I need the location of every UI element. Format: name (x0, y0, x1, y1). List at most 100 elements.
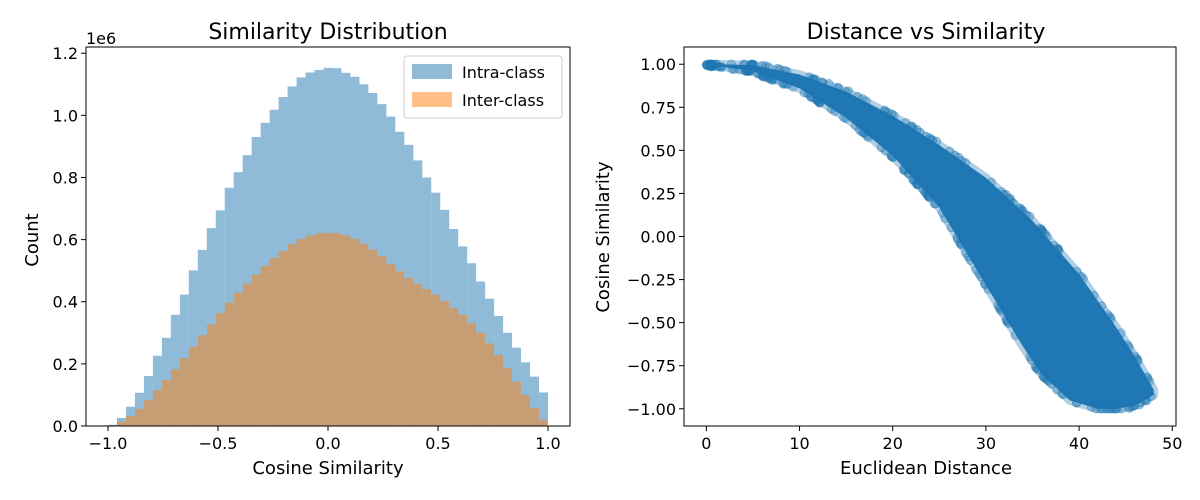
scatter-point (1042, 231, 1052, 241)
histogram-axes: −1.0 −0.5 0.0 0.5 1.0 0.0 0.2 0.4 0.6 0.8 1.0 1.2 (53, 44, 571, 453)
scatter-point (1002, 317, 1013, 327)
legend-swatch-inter-class (412, 92, 452, 107)
histogram-bar-inter-class (404, 278, 414, 426)
scatter-point (716, 62, 726, 72)
scatter-point (1116, 404, 1127, 414)
scatter-point (887, 152, 898, 162)
scatter-panel: Distance vs Similarity 0 10 20 30 40 50 −1.00 −… (593, 20, 1182, 479)
histogram-bar-inter-class (530, 407, 540, 426)
histogram-bar-inter-class (413, 284, 423, 426)
scatter-point (843, 86, 854, 96)
histogram-bar-inter-class (278, 251, 288, 426)
histogram-bar-inter-class (350, 238, 360, 426)
histogram-bars (108, 67, 548, 427)
scatter-x-tick-label: 0 (701, 434, 711, 453)
scatter-point (808, 92, 818, 103)
histogram-y-tick-label: 0.6 (53, 231, 78, 250)
scatter-x-tick-label: 30 (976, 434, 996, 453)
histogram-y-tick-label: 0.0 (53, 417, 78, 436)
scatter-point (938, 208, 948, 218)
scatter-point-cloud-core (706, 64, 1154, 409)
histogram-y-tick-label: 0.2 (53, 355, 78, 374)
histogram-bar-intra-class (530, 376, 540, 426)
scatter-point (1109, 404, 1120, 414)
histogram-bar-inter-class (422, 289, 432, 426)
scatter-point (930, 199, 940, 209)
histogram-x-tick-label: −1.0 (89, 434, 128, 453)
histogram-bar-inter-class (242, 283, 252, 426)
scatter-point (887, 151, 897, 162)
histogram-bar-inter-class (161, 380, 171, 426)
scatter-point (818, 78, 828, 88)
histogram-bar-inter-class (296, 239, 306, 426)
scatter-point (782, 66, 792, 76)
scatter-y-tick-label: −0.75 (627, 357, 676, 376)
histogram-bar-inter-class (188, 346, 198, 426)
histogram-y-tick-label: 1.2 (53, 44, 78, 63)
scatter-x-tick-label: 20 (883, 434, 903, 453)
scatter-point (708, 60, 718, 70)
scatter-point (1123, 340, 1133, 350)
scatter-point (1024, 211, 1035, 221)
scatter-x-tick-label: 10 (789, 434, 809, 453)
histogram-bar-inter-class (521, 394, 531, 426)
histogram-bar-inter-class (134, 408, 144, 426)
scatter-point (880, 146, 890, 156)
scatter-point (1033, 365, 1043, 375)
histogram-bar-inter-class (485, 343, 495, 426)
histogram-bar-inter-class (377, 256, 387, 426)
scatter-point (883, 107, 893, 118)
scatter-y-tick-label: 0.25 (640, 184, 676, 203)
scatter-point (1116, 328, 1126, 338)
histogram-bar-intra-class (521, 362, 531, 426)
scatter-point (1089, 290, 1099, 300)
histogram-bar-inter-class (170, 369, 180, 426)
scatter-point (780, 79, 791, 89)
legend-label-inter-class: Inter-class (462, 91, 544, 110)
histogram-bar-inter-class (314, 233, 324, 426)
histogram-x-axis-label: Cosine Similarity (252, 458, 404, 479)
histogram-bar-inter-class (179, 358, 189, 426)
scatter-point (888, 152, 898, 163)
histogram-bar-inter-class (305, 235, 315, 426)
scatter-point (1025, 352, 1035, 362)
scatter-x-tick-label: 50 (1162, 434, 1182, 453)
scatter-point (986, 177, 996, 187)
scatter-y-tick-label: 1.00 (640, 55, 676, 74)
scatter-point (960, 158, 971, 168)
scatter-x-tick-label: 40 (1069, 434, 1089, 453)
scatter-points (701, 59, 1159, 414)
scatter-point (901, 117, 911, 128)
histogram-bar-inter-class (494, 355, 504, 426)
scatter-point (1052, 385, 1062, 395)
histogram-x-tick-label: −0.5 (199, 434, 238, 453)
scatter-point (931, 136, 942, 146)
scatter-point (983, 284, 993, 294)
scatter-point (915, 127, 925, 137)
histogram-bar-inter-class (224, 302, 234, 426)
scatter-y-tick-label: −0.25 (627, 271, 676, 290)
scatter-point (954, 152, 964, 162)
histogram-bar-inter-class (125, 416, 135, 426)
histogram-bar-inter-class (233, 292, 243, 426)
scatter-point (726, 59, 736, 69)
scatter-point (955, 238, 965, 248)
scatter-point (766, 74, 776, 84)
scatter-point (832, 82, 843, 93)
scatter-point (1010, 330, 1020, 340)
histogram-bar-inter-class (323, 232, 333, 426)
scatter-point (1112, 404, 1122, 414)
scatter-point (994, 303, 1005, 313)
scatter-point (1103, 310, 1113, 320)
scatter-point (815, 97, 825, 107)
histogram-bar-inter-class (152, 390, 162, 426)
histogram-y-axis-label: Count (22, 213, 43, 266)
scatter-point (1043, 376, 1054, 386)
scatter-point (1097, 301, 1107, 311)
histogram-bar-inter-class (116, 421, 126, 426)
scatter-point (1072, 398, 1082, 408)
scatter-x-axis-label: Euclidean Distance (840, 458, 1012, 479)
scatter-y-tick-label: 0.75 (640, 98, 676, 117)
scatter-point (804, 72, 815, 82)
scatter-point (1005, 193, 1015, 203)
